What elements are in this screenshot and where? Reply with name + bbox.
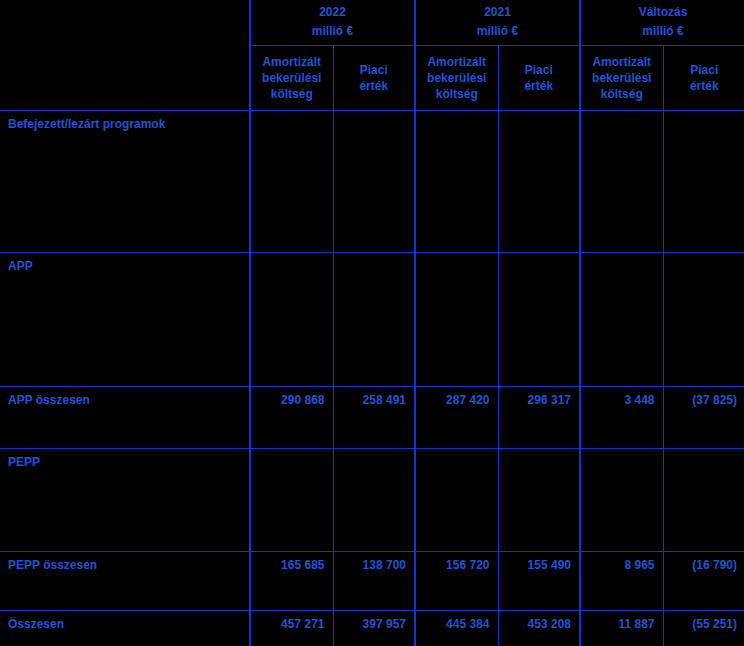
year-2021-label: 2021 xyxy=(484,5,511,19)
cell-value: 258 491 xyxy=(333,386,415,448)
row-label: Befejezett/lezárt programok xyxy=(0,110,250,252)
cell-value: 156 720 xyxy=(415,551,498,610)
cell-value: 296 317 xyxy=(498,386,580,448)
cell-value: 8 965 xyxy=(580,551,663,610)
cell-value: 155 490 xyxy=(498,551,580,610)
row-label: PEPP összesen xyxy=(0,551,250,610)
cell-value xyxy=(415,448,498,551)
header-label-spacer xyxy=(0,0,250,45)
cell-value xyxy=(333,448,415,551)
cell-value xyxy=(415,110,498,252)
col-2022-market-value: Piaci érték xyxy=(333,45,415,110)
cell-value: 287 420 xyxy=(415,386,498,448)
col-2021-market-value: Piaci érték xyxy=(498,45,580,110)
cell-value xyxy=(580,252,663,386)
col-2021-amortised-cost: Amortizált bekerülési költség xyxy=(415,45,498,110)
cell-value: 11 887 xyxy=(580,610,663,646)
monetary-policy-securities-table: 2022 millió € 2021 millió € Változás millió… xyxy=(0,0,744,646)
cell-value xyxy=(498,252,580,386)
cell-value xyxy=(498,110,580,252)
cell-value: 290 868 xyxy=(250,386,333,448)
cell-value xyxy=(580,110,663,252)
cell-value xyxy=(250,110,333,252)
cell-value: 165 685 xyxy=(250,551,333,610)
table-row-app-section: APP xyxy=(0,252,744,386)
cell-value xyxy=(333,252,415,386)
table-row-app-total: APP összesen 290 868 258 491 287 420 296… xyxy=(0,386,744,448)
row-label: PEPP xyxy=(0,448,250,551)
cell-value xyxy=(498,448,580,551)
cell-value: (55 251) xyxy=(663,610,744,646)
year-group-header-row: 2022 millió € 2021 millió € Változás millió… xyxy=(0,0,744,45)
table-row-pepp-total: PEPP összesen 165 685 138 700 156 720 15… xyxy=(0,551,744,610)
unit-label: millió € xyxy=(477,24,518,38)
row-label: Összesen xyxy=(0,610,250,646)
column-group-2022: 2022 millió € xyxy=(250,0,415,45)
year-2022-label: 2022 xyxy=(319,5,346,19)
cell-value xyxy=(663,252,744,386)
column-group-2021: 2021 millió € xyxy=(415,0,580,45)
cell-value: 445 384 xyxy=(415,610,498,646)
unit-label: millió € xyxy=(312,24,353,38)
column-group-change: Változás millió € xyxy=(580,0,744,45)
cell-value xyxy=(663,448,744,551)
table-row-pepp-section: PEPP xyxy=(0,448,744,551)
change-label: Változás xyxy=(639,5,688,19)
cell-value xyxy=(333,110,415,252)
header-label-spacer xyxy=(0,45,250,110)
cell-value: 457 271 xyxy=(250,610,333,646)
securities-holdings-table-screen: 2022 millió € 2021 millió € Változás millió… xyxy=(0,0,744,646)
cell-value xyxy=(415,252,498,386)
cell-value: 3 448 xyxy=(580,386,663,448)
unit-label: millió € xyxy=(642,24,683,38)
col-change-market-value: Piaci érték xyxy=(663,45,744,110)
cell-value: (16 790) xyxy=(663,551,744,610)
cell-value xyxy=(250,448,333,551)
cell-value: 397 957 xyxy=(333,610,415,646)
cell-value: (37 825) xyxy=(663,386,744,448)
cell-value: 138 700 xyxy=(333,551,415,610)
row-label: APP összesen xyxy=(0,386,250,448)
cell-value xyxy=(580,448,663,551)
cell-value xyxy=(250,252,333,386)
cell-value: 453 208 xyxy=(498,610,580,646)
col-change-amortised-cost: Amortizált bekerülési költség xyxy=(580,45,663,110)
table-row-grand-total: Összesen 457 271 397 957 445 384 453 208… xyxy=(0,610,744,646)
table-row-completed-programmes: Befejezett/lezárt programok xyxy=(0,110,744,252)
row-label: APP xyxy=(0,252,250,386)
sub-header-row: Amortizált bekerülési költség Piaci érté… xyxy=(0,45,744,110)
cell-value xyxy=(663,110,744,252)
col-2022-amortised-cost: Amortizált bekerülési költség xyxy=(250,45,333,110)
